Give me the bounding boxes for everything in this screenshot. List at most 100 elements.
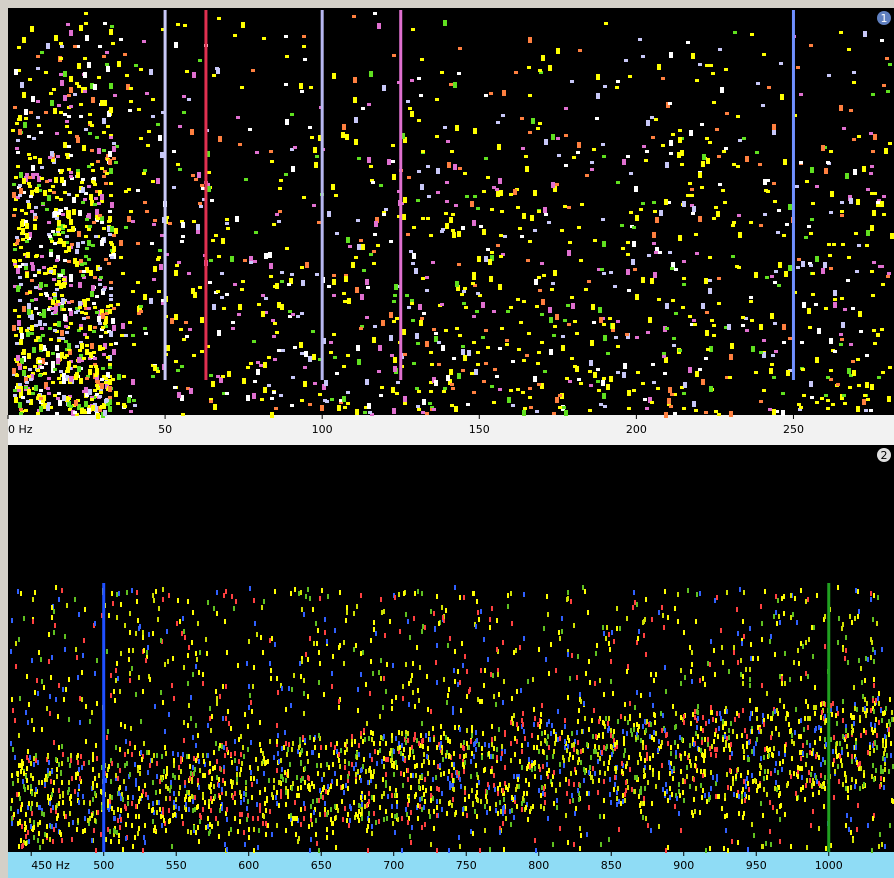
noise-pixel <box>303 711 305 716</box>
noise-pixel <box>534 766 536 771</box>
noise-pixel <box>881 647 883 652</box>
noise-pixel <box>656 387 660 390</box>
noise-pixel <box>300 778 302 783</box>
noise-pixel <box>44 71 48 74</box>
noise-pixel <box>210 782 212 787</box>
noise-pixel <box>123 779 125 784</box>
noise-pixel <box>885 743 887 748</box>
noise-pixel <box>172 186 176 189</box>
noise-pixel <box>13 260 17 263</box>
noise-pixel <box>58 762 60 767</box>
noise-pixel <box>447 643 449 648</box>
noise-pixel <box>65 396 69 402</box>
noise-pixel <box>518 774 520 779</box>
noise-pixel <box>192 72 196 78</box>
noise-pixel <box>609 755 611 760</box>
noise-pixel <box>820 715 822 720</box>
noise-pixel <box>637 760 639 765</box>
noise-pixel <box>448 848 450 853</box>
noise-pixel <box>648 397 652 403</box>
noise-pixel <box>527 817 529 822</box>
noise-pixel <box>544 213 548 216</box>
noise-pixel <box>308 126 312 129</box>
noise-pixel <box>537 722 539 727</box>
noise-pixel <box>708 256 712 259</box>
noise-pixel <box>280 304 284 310</box>
noise-pixel <box>548 719 550 724</box>
noise-pixel <box>862 399 866 405</box>
noise-pixel <box>691 212 695 215</box>
noise-pixel <box>605 636 607 641</box>
noise-pixel <box>568 757 570 762</box>
noise-pixel <box>845 635 847 640</box>
noise-pixel <box>486 790 488 795</box>
noise-pixel <box>783 594 785 599</box>
noise-pixel <box>538 749 540 754</box>
noise-pixel <box>645 745 647 750</box>
noise-pixel <box>700 186 704 189</box>
noise-pixel <box>31 165 35 171</box>
noise-pixel <box>466 694 468 699</box>
noise-pixel <box>109 83 113 89</box>
noise-pixel <box>568 738 570 743</box>
noise-pixel <box>521 743 523 748</box>
noise-pixel <box>811 272 815 275</box>
noise-pixel <box>126 761 128 766</box>
noise-pixel <box>754 778 756 783</box>
noise-pixel <box>702 728 704 733</box>
noise-pixel <box>19 327 23 333</box>
noise-pixel <box>19 172 23 178</box>
noise-pixel <box>627 390 631 396</box>
noise-pixel <box>754 371 758 374</box>
noise-pixel <box>95 380 99 383</box>
noise-pixel <box>784 681 786 686</box>
noise-pixel <box>779 620 781 625</box>
noise-pixel <box>885 739 887 744</box>
noise-pixel <box>472 341 476 344</box>
noise-pixel <box>281 686 283 691</box>
noise-pixel <box>458 47 462 50</box>
noise-pixel <box>415 773 417 778</box>
noise-pixel <box>725 112 729 115</box>
noise-pixel <box>436 799 438 804</box>
noise-pixel <box>65 375 69 381</box>
noise-pixel <box>25 710 27 715</box>
noise-pixel <box>616 80 620 83</box>
noise-pixel <box>578 791 580 796</box>
noise-pixel <box>564 164 568 167</box>
noise-pixel <box>464 654 466 659</box>
noise-pixel <box>865 730 867 735</box>
noise-pixel <box>168 222 172 225</box>
noise-pixel <box>800 734 802 739</box>
noise-pixel <box>75 82 79 85</box>
noise-pixel <box>841 747 843 752</box>
noise-pixel <box>833 350 837 353</box>
noise-pixel <box>22 191 26 194</box>
noise-pixel <box>416 405 420 408</box>
noise-pixel <box>693 777 695 782</box>
noise-pixel <box>342 292 346 295</box>
noise-pixel <box>31 718 33 723</box>
noise-pixel <box>270 397 274 400</box>
noise-pixel <box>475 747 477 752</box>
noise-pixel <box>117 763 119 768</box>
noise-pixel <box>183 665 185 670</box>
noise-pixel <box>263 387 267 393</box>
noise-pixel <box>153 219 157 222</box>
noise-pixel <box>28 702 30 707</box>
noise-pixel <box>533 190 537 196</box>
noise-pixel <box>597 389 601 392</box>
noise-pixel <box>103 286 107 289</box>
noise-pixel <box>94 818 96 823</box>
noise-pixel <box>876 201 880 204</box>
noise-pixel <box>714 598 716 603</box>
noise-pixel <box>108 151 112 157</box>
noise-pixel <box>746 744 748 749</box>
noise-pixel <box>561 616 563 621</box>
noise-pixel <box>555 737 557 742</box>
noise-pixel <box>134 835 136 840</box>
noise-pixel <box>804 236 808 239</box>
noise-pixel <box>91 405 95 411</box>
noise-pixel <box>815 185 819 188</box>
noise-pixel <box>264 787 266 792</box>
